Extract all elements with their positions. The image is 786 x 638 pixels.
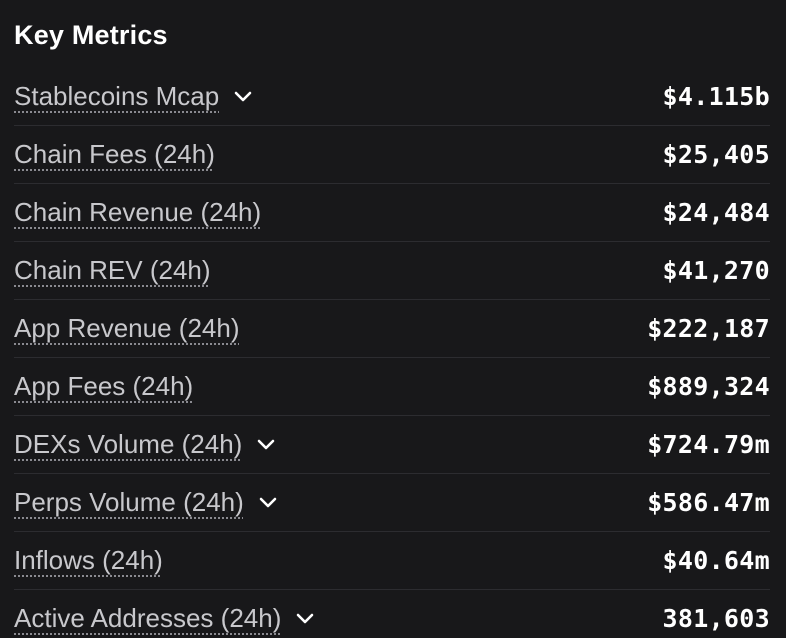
metric-value: $4.115b	[662, 82, 770, 111]
metric-label-wrap: App Fees (24h)	[14, 371, 193, 402]
metric-row-app-fees: App Fees (24h) $889,324	[14, 358, 770, 416]
metric-value: $41,270	[662, 256, 770, 285]
metric-label[interactable]: Chain Fees (24h)	[14, 139, 215, 169]
chevron-down-icon[interactable]	[293, 607, 317, 631]
metric-label-wrap: Perps Volume (24h)	[14, 487, 280, 518]
metric-label[interactable]: App Fees (24h)	[14, 371, 194, 401]
metric-value: $25,405	[662, 140, 770, 169]
metric-label-wrap: Stablecoins Mcap	[14, 81, 255, 112]
metric-row-app-revenue: App Revenue (24h) $222,187	[14, 300, 770, 358]
metric-value: $24,484	[662, 198, 770, 227]
metric-label-wrap: Chain REV (24h)	[14, 255, 211, 286]
metric-row-stablecoins-mcap: Stablecoins Mcap $4.115b	[14, 68, 770, 126]
metric-label-wrap: Chain Fees (24h)	[14, 139, 215, 170]
metric-label[interactable]: Chain Revenue (24h)	[14, 197, 262, 227]
metric-label[interactable]: DEXs Volume (24h)	[14, 429, 243, 459]
metric-label-wrap: Inflows (24h)	[14, 545, 163, 576]
metric-value: 381,603	[662, 604, 770, 633]
metric-label[interactable]: App Revenue (24h)	[14, 313, 240, 343]
metric-label[interactable]: Inflows (24h)	[14, 545, 163, 575]
metric-row-dexs-volume: DEXs Volume (24h) $724.79m	[14, 416, 770, 474]
chevron-down-icon[interactable]	[254, 433, 278, 457]
metric-value: $889,324	[647, 372, 770, 401]
metric-label[interactable]: Perps Volume (24h)	[14, 487, 244, 517]
chevron-down-icon[interactable]	[231, 85, 255, 109]
metric-value: $40.64m	[662, 546, 770, 575]
metric-label-wrap: DEXs Volume (24h)	[14, 429, 278, 460]
metric-label-wrap: App Revenue (24h)	[14, 313, 239, 344]
metric-row-chain-fees: Chain Fees (24h) $25,405	[14, 126, 770, 184]
metric-row-active-addresses: Active Addresses (24h) 381,603	[14, 590, 770, 638]
metric-row-inflows: Inflows (24h) $40.64m	[14, 532, 770, 590]
metric-value: $222,187	[647, 314, 770, 343]
metric-label[interactable]: Stablecoins Mcap	[14, 81, 220, 111]
metric-row-perps-volume: Perps Volume (24h) $586.47m	[14, 474, 770, 532]
metrics-list: Stablecoins Mcap $4.115b Chain Fees (24h…	[14, 68, 770, 638]
metric-row-chain-rev: Chain REV (24h) $41,270	[14, 242, 770, 300]
metric-label[interactable]: Active Addresses (24h)	[14, 603, 282, 633]
metric-row-chain-revenue: Chain Revenue (24h) $24,484	[14, 184, 770, 242]
metric-value: $724.79m	[647, 430, 770, 459]
panel-title: Key Metrics	[14, 20, 168, 50]
metric-label-wrap: Active Addresses (24h)	[14, 603, 317, 634]
metric-value: $586.47m	[647, 488, 770, 517]
metric-label-wrap: Chain Revenue (24h)	[14, 197, 261, 228]
metric-label[interactable]: Chain REV (24h)	[14, 255, 211, 285]
chevron-down-icon[interactable]	[256, 491, 280, 515]
